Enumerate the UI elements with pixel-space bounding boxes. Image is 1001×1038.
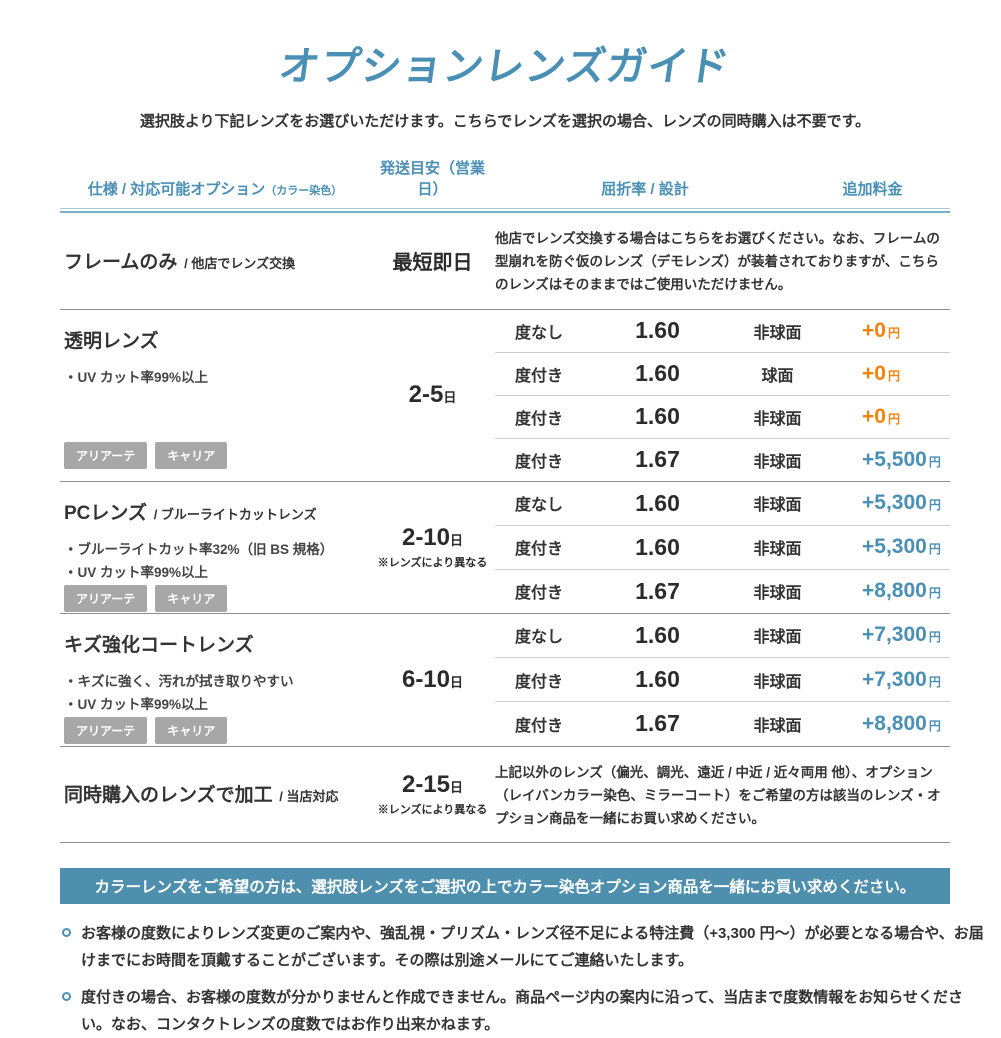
column-header-shipping: 発送目安（営業日） (379, 160, 485, 198)
section-scratch-coat-lens: キズ強化コートレンズ ・キズに強く、汚れが拭き取りやすい ・UV カット率99%… (60, 614, 950, 747)
section-title: 同時購入のレンズで加工 / 当店対応 (64, 785, 339, 807)
option-badge-career: キャリア (155, 441, 228, 469)
lens-option-row: 度付き 1.60 非球面 +0 円 (495, 396, 950, 439)
shipping-estimate: 最短即日 (392, 252, 473, 275)
page-title: オプションレンズガイド (276, 45, 733, 89)
price-value: +5,500 円 (862, 447, 941, 471)
price-value: +8,800 円 (862, 579, 941, 603)
column-header-spec-note: （カラー染色） (265, 185, 343, 197)
section-frame-only: フレームのみ / 他店でレンズ交換 最短即日 他店でレンズ交換する場合はこちらを… (60, 213, 950, 310)
section-pc-lens: PCレンズ / ブルーライトカットレンズ ・ブルーライトカット率32%（旧 BS… (60, 482, 950, 614)
feature-list: ・キズに強く、汚れが拭き取りやすい ・UV カット率99%以上 (64, 670, 360, 717)
price-value: +7,300 円 (862, 667, 941, 691)
option-badge-ariate: アリアーテ (64, 584, 148, 612)
option-badge-ariate: アリアーテ (64, 441, 148, 469)
shipping-estimate: 2-10日 ※レンズにより異なる (377, 524, 488, 570)
feature-list: ・ブルーライトカット率32%（旧 BS 規格） ・UV カット率99%以上 (64, 538, 360, 585)
column-header-index: 屈折率 / 設計 (601, 181, 689, 198)
header-divider (60, 208, 950, 213)
feature-item: ・UV カット率99%以上 (64, 565, 209, 581)
price-value: +0 円 (862, 318, 900, 342)
lens-option-row: 度付き 1.60 球面 +0 円 (495, 353, 950, 396)
page-subtitle: 選択肢より下記レンズをお選びいただけます。こちらでレンズを選択の場合、レンズの同… (139, 113, 871, 130)
option-badge-career: キャリア (155, 584, 228, 612)
section-title: PCレンズ / ブルーライトカットレンズ (64, 502, 317, 524)
lens-option-row: 度付き 1.67 非球面 +8,800 円 (515, 577, 941, 604)
footnote-item: 度付きの場合、お客様の度数が分かりませんと作成できません。商品ページ内の案内に沿… (60, 984, 990, 1038)
shipping-estimate: 2-5日 (408, 381, 457, 409)
lens-option-row: 度付き 1.67 非球面 +5,500 円 (515, 446, 941, 473)
option-badge-career: キャリア (155, 716, 228, 744)
lens-option-row: 度なし 1.60 非球面 +0 円 (495, 310, 950, 353)
price-value: +5,300 円 (862, 535, 941, 559)
price-value: +0 円 (862, 361, 900, 385)
price-value: +5,300 円 (862, 491, 941, 515)
price-value: +7,300 円 (862, 623, 941, 647)
lens-option-row: 度なし 1.60 非球面 +7,300 円 (495, 614, 950, 658)
shipping-note: ※レンズにより異なる (377, 557, 488, 570)
column-header-price: 追加料金 (842, 181, 903, 198)
feature-item: ・UV カット率99%以上 (64, 697, 209, 713)
section-note: 他店でレンズ交換する場合はこちらをお選びください。なお、フレームの型崩れを防ぐ仮… (495, 231, 940, 293)
shipping-note: ※レンズにより異なる (377, 804, 488, 817)
feature-list: ・UV カット率99%以上 (64, 366, 360, 390)
color-lens-banner: カラーレンズをご希望の方は、選択肢レンズをご選択の上でカラー染色オプション商品を… (60, 868, 950, 905)
option-badge-ariate: アリアーテ (64, 716, 148, 744)
footnotes: お客様の度数によりレンズ変更のご案内や、強乱視・プリズム・レンズ径不足による特注… (60, 920, 990, 1038)
section-title: 透明レンズ (64, 330, 159, 352)
shipping-estimate: 6-10日 (401, 665, 464, 693)
price-value: +8,800 円 (862, 711, 941, 735)
table-header: 仕様 / 対応可能オプション（カラー染色） 発送目安（営業日） 屈折率 / 設計… (60, 157, 950, 199)
lens-option-row: 度付き 1.60 非球面 +5,300 円 (495, 526, 950, 570)
section-note: 上記以外のレンズ（偏光、調光、遠近 / 中近 / 近々両用 他）、オプション（レ… (495, 764, 941, 827)
section-clear-lens: 透明レンズ ・UV カット率99%以上 アリアーテ キャリア 2-5日 度なし … (60, 310, 950, 482)
column-header-spec: 仕様 / 対応可能オプション（カラー染色） (87, 181, 343, 198)
lens-guide-page: オプションレンズガイド 選択肢より下記レンズをお選びいただけます。こちらでレンズ… (60, 34, 950, 905)
section-simultaneous-purchase: 同時購入のレンズで加工 / 当店対応 2-15日 ※レンズにより異なる 上記以外… (60, 747, 950, 844)
footnote-item: お客様の度数によりレンズ変更のご案内や、強乱視・プリズム・レンズ径不足による特注… (60, 920, 990, 974)
lens-option-row: 度付き 1.60 非球面 +7,300 円 (495, 658, 950, 703)
section-title: キズ強化コートレンズ (64, 634, 254, 656)
feature-item: ・キズに強く、汚れが拭き取りやすい (64, 673, 294, 689)
lens-option-row: 度なし 1.60 非球面 +5,300 円 (495, 482, 950, 526)
lens-option-row: 度付き 1.67 非球面 +8,800 円 (515, 710, 941, 737)
price-value: +0 円 (862, 404, 900, 428)
shipping-estimate: 2-15日 ※レンズにより異なる (377, 771, 488, 817)
feature-item: ・UV カット率99%以上 (64, 369, 209, 385)
feature-item: ・ブルーライトカット率32%（旧 BS 規格） (64, 541, 334, 557)
circle-bullet-icon (62, 928, 71, 938)
section-title: フレームのみ / 他店でレンズ交換 (64, 251, 296, 273)
